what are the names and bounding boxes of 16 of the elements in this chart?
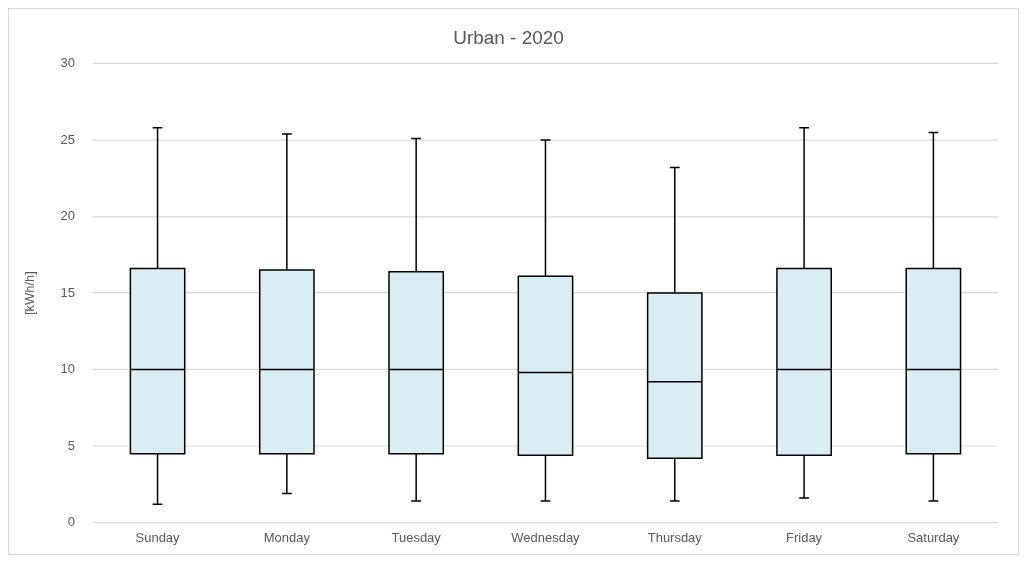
y-tick-label: 20 <box>60 208 75 224</box>
y-tick-label: 0 <box>67 514 75 530</box>
y-tick-label: 10 <box>60 361 75 377</box>
x-tick-label: Friday <box>786 529 823 545</box>
x-tick-label: Tuesday <box>391 529 442 545</box>
y-tick-label: 25 <box>60 131 75 147</box>
x-tick-label: Monday <box>263 529 311 545</box>
chart-title: Urban - 2020 <box>453 26 564 48</box>
x-tick-label: Saturday <box>907 529 960 545</box>
y-tick-label: 15 <box>60 284 75 300</box>
y-axis-title: [kWh/h] <box>22 271 38 315</box>
x-tick-label: Thursday <box>647 529 703 545</box>
x-tick-label: Sunday <box>135 529 181 545</box>
x-tick-label: Wednesday <box>511 529 581 545</box>
y-tick-label: 5 <box>67 437 75 453</box>
y-tick-label: 30 <box>60 55 75 71</box>
